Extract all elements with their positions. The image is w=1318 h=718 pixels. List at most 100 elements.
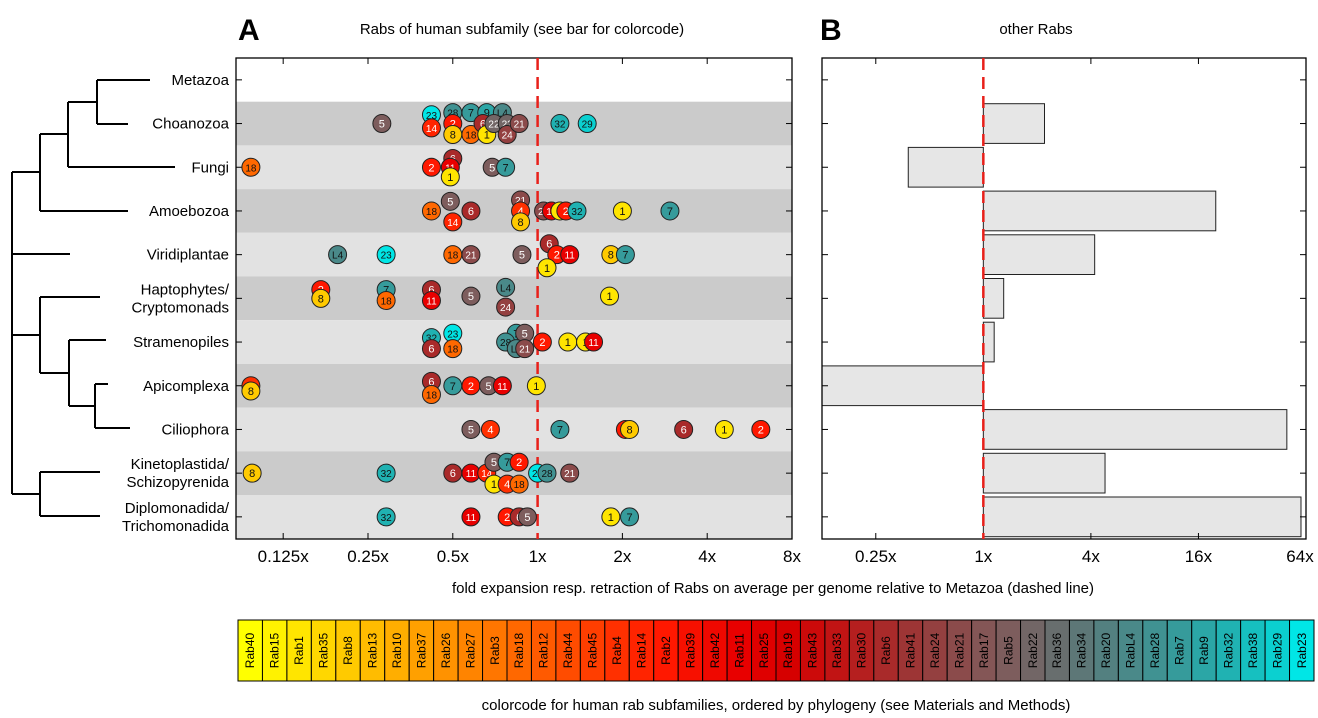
colorbar-label: Rab17 [977,633,991,669]
colorbar-label: RabL4 [1124,633,1138,669]
colorbar-swatch [433,619,459,682]
rab-point: 7 [615,245,635,265]
rab-point: 2 [461,376,481,396]
rab-point-marker [537,258,557,278]
colorbar-cell: Rab42 [702,619,728,682]
x-tick-label: 4x [1082,547,1100,566]
x-tick-label: 1x [529,547,547,566]
rab-point-marker [443,212,463,232]
rab-point: 7 [620,507,640,527]
rab-point-label: 23 [447,329,459,340]
x-tick-label: 0.25x [855,547,897,566]
rab-point-marker [509,114,529,134]
rab-point-label: 11 [564,251,575,262]
colorbar-label: Rab40 [243,633,257,669]
colorbar-label: Rab13 [366,633,380,669]
colorbar-label: Rab37 [414,633,428,669]
rab-point-label: 21 [519,345,531,356]
rab-point: 1 [440,167,460,187]
rab-point-label: 2 [468,381,474,393]
rab-point-marker [660,201,680,221]
colorbar-label: Rab38 [1246,633,1260,669]
rab-point: 1 [558,332,578,352]
rab-point-label: 4 [517,206,523,218]
rab-point-marker [567,201,587,221]
colorbar-cell: Rab4 [604,619,630,682]
colorbar-cell: Rab13 [359,619,386,682]
panel-a-ticks: 0.125x 0.25x 0.5x 1x 2x 4x 8x [236,58,801,566]
rab-point-marker [526,376,546,396]
colorbar-cell: RabL4 [1117,619,1144,682]
rab-point: 1 [600,286,620,306]
colorbar-swatch [506,619,532,682]
colorbar-cell: Rab1 [286,619,312,682]
rab-point-label: 7 [626,512,632,524]
colorbar-label: Rab4 [610,636,624,665]
colorbar-label: Rab41 [904,633,918,669]
rab-point: 18 [421,384,441,404]
rab-point-marker [376,463,396,483]
panel-b-title: other Rabs [999,21,1072,38]
colorbar-cell: Rab6 [873,619,899,682]
rab-point-marker [509,452,529,472]
rab-point-label: 11 [497,382,508,393]
colorbar-label: Rab33 [830,633,844,669]
colorbar-cell: Rab14 [628,619,655,682]
colorbar-label: Rab29 [1270,633,1284,669]
colorbar-label: Rab30 [855,633,869,669]
rab-point: 6 [421,339,441,359]
colorbar-swatch [555,619,581,682]
colorbar-swatch [1093,619,1119,682]
rab-point-marker [421,157,441,177]
rab-point-label: 11 [466,513,477,524]
colorbar-label: Rab19 [781,633,795,669]
colorbar-cell: Rab30 [848,619,875,682]
colorbar-label: Rab43 [806,633,820,669]
bar [982,452,1106,494]
rab-point-marker [496,297,516,317]
colorbar-cell: Rab9 [1191,619,1217,682]
rab-point: 2 [421,157,441,177]
rab-point: 8 [443,124,463,144]
rab-point-label: 6 [428,344,434,356]
colorbar-cell: Rab26 [433,619,459,682]
rab-point: 21 [461,245,481,265]
colorbar-cell: Rab39 [677,619,704,682]
row-band [236,407,792,452]
colorbar-swatch [1117,619,1144,682]
rab-point-marker [440,167,460,187]
rab-point-label: 32 [571,207,583,218]
rab-point-label: 1 [619,206,625,218]
colorbar-label: Rab32 [1221,633,1235,669]
colorbar-cell: Rab37 [408,619,435,682]
colorbar-label: Rab8 [341,636,355,665]
colorbar-swatch [579,619,606,682]
row-band [822,101,1306,146]
x-tick-label: 2x [613,547,631,566]
rab-point-marker [421,201,441,221]
rab-point-marker [537,463,557,483]
rab-point: 1 [526,376,546,396]
bar [982,234,1096,276]
colorbar-swatch [1020,619,1046,682]
rab-point-label: 24 [502,130,514,141]
x-tick-label: 16x [1185,547,1213,566]
row-band [822,320,1306,364]
rab-point-label: 6 [468,206,474,218]
colorbar-cell: Rab20 [1093,619,1119,682]
colorbar-cell: Rab23 [1289,619,1315,682]
rab-point-marker [461,286,481,306]
panel-b-plot: 0.25x 1x 4x 16x 64x [821,57,1314,566]
colorbar-label: Rab36 [1050,633,1064,669]
rab-point-label: 5 [519,250,525,262]
rab-point-label: 21 [514,120,526,131]
rab-point-label: 24 [500,303,512,314]
rab-point-label: 21 [564,469,576,480]
colorbar-swatch [1289,619,1315,682]
rab-point-label: 1 [447,172,453,184]
colorbar-swatch [1215,619,1242,682]
phylogeny-tree [11,79,175,517]
rab-point-label: 8 [318,293,324,305]
colorbar-label: Rab26 [439,633,453,669]
x-tick-label: 1x [974,547,992,566]
